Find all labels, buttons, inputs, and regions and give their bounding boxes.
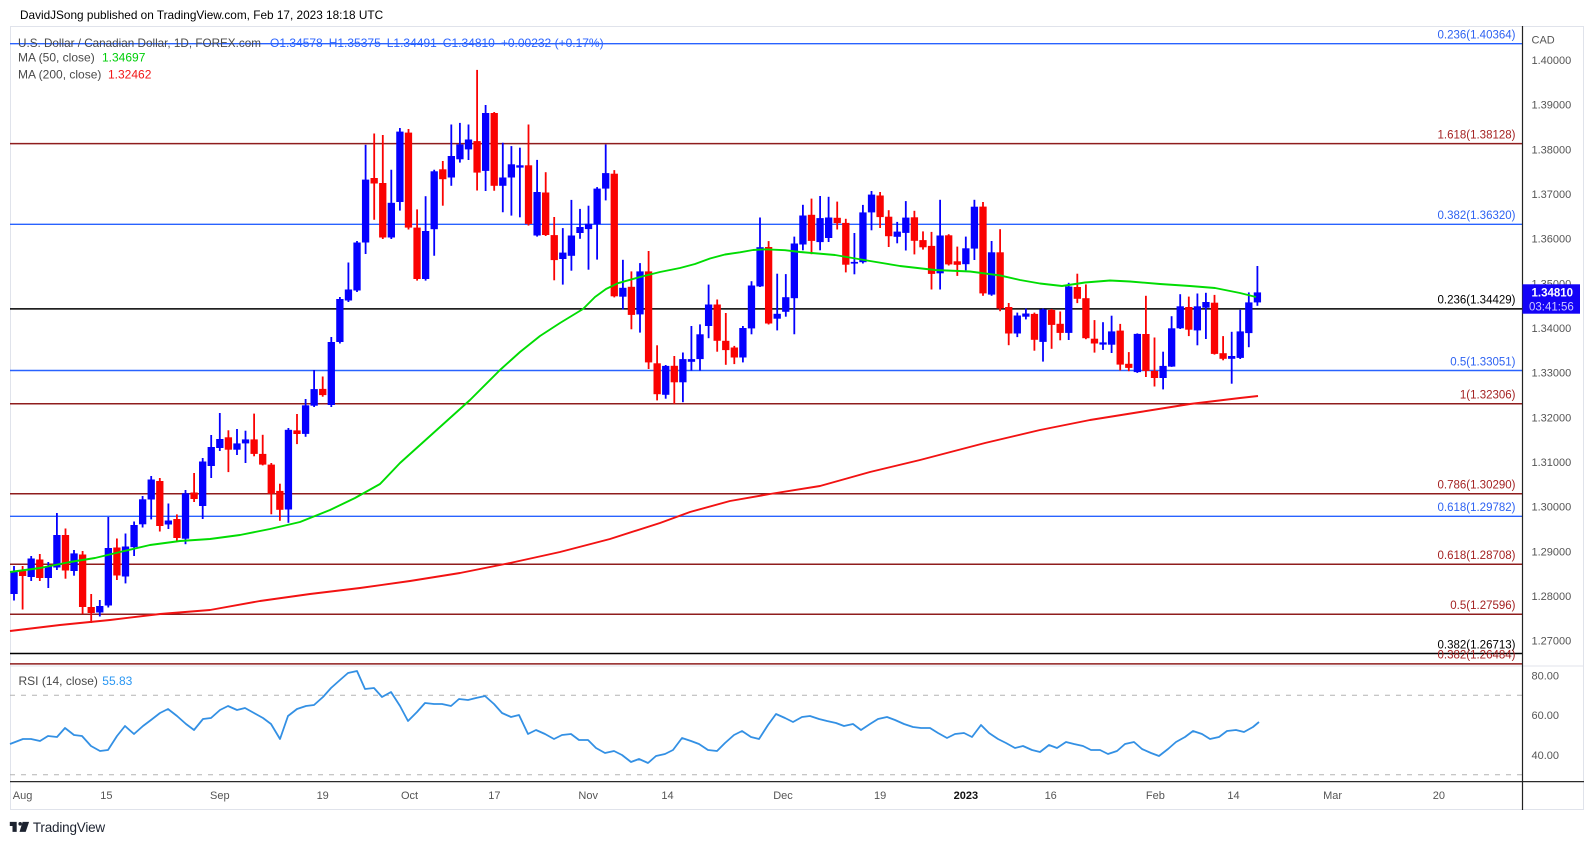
svg-text:19: 19 (317, 790, 329, 802)
svg-text:40.00: 40.00 (1532, 750, 1560, 762)
svg-text:1.38000: 1.38000 (1532, 144, 1572, 156)
svg-text:0.618(1.29782): 0.618(1.29782) (1437, 502, 1515, 514)
svg-text:Aug: Aug (13, 790, 33, 802)
svg-text:20: 20 (1433, 790, 1445, 802)
svg-text:Dec: Dec (773, 790, 793, 802)
svg-text:03:41:56: 03:41:56 (1529, 301, 1574, 313)
svg-text:2023: 2023 (954, 790, 978, 802)
svg-text:1.34810: 1.34810 (1532, 288, 1574, 300)
svg-text:TradingView: TradingView (33, 820, 106, 835)
svg-text:0.618(1.28708): 0.618(1.28708) (1437, 550, 1515, 562)
svg-text:RSI (14, close): RSI (14, close) (19, 674, 98, 688)
svg-text:1.40000: 1.40000 (1532, 55, 1572, 67)
svg-text:19: 19 (874, 790, 886, 802)
svg-text:1(1.32306): 1(1.32306) (1460, 390, 1516, 402)
svg-text:1.36000: 1.36000 (1532, 234, 1572, 246)
svg-text:1.32000: 1.32000 (1532, 412, 1572, 424)
svg-text:0.382(1.26484): 0.382(1.26484) (1437, 650, 1515, 662)
svg-text:CAD: CAD (1532, 34, 1555, 46)
svg-text:Mar: Mar (1323, 790, 1342, 802)
svg-text:0.786(1.30290): 0.786(1.30290) (1437, 480, 1515, 492)
svg-text:0.5(1.33051): 0.5(1.33051) (1450, 356, 1515, 368)
svg-text:Nov: Nov (578, 790, 598, 802)
svg-text:55.83: 55.83 (102, 674, 132, 688)
svg-text:17: 17 (488, 790, 500, 802)
svg-text:1.29000: 1.29000 (1532, 546, 1572, 558)
svg-text:MA (50, close): MA (50, close) (18, 51, 95, 65)
svg-text:1.37000: 1.37000 (1532, 189, 1572, 201)
svg-text:Feb: Feb (1146, 790, 1165, 802)
svg-text:Sep: Sep (210, 790, 230, 802)
svg-text:1.34697: 1.34697 (102, 51, 146, 65)
svg-text:1.39000: 1.39000 (1532, 100, 1572, 112)
svg-text:0.236(1.40364): 0.236(1.40364) (1437, 30, 1515, 42)
svg-text:MA (200, close): MA (200, close) (18, 68, 101, 82)
svg-text:14: 14 (661, 790, 673, 802)
svg-text:1.618(1.38128): 1.618(1.38128) (1437, 129, 1515, 141)
svg-text:1.31000: 1.31000 (1532, 457, 1572, 469)
svg-text:1.34000: 1.34000 (1532, 323, 1572, 335)
svg-text:1.33000: 1.33000 (1532, 368, 1572, 380)
svg-text:0.382(1.36320): 0.382(1.36320) (1437, 210, 1515, 222)
svg-text:1.28000: 1.28000 (1532, 591, 1572, 603)
svg-text:U.S. Dollar / Canadian Dollar,: U.S. Dollar / Canadian Dollar, 1D, FOREX… (18, 37, 261, 50)
svg-text:60.00: 60.00 (1532, 710, 1560, 722)
svg-text:O1.34578 H1.35375 L1.34491 C1.: O1.34578 H1.35375 L1.34491 C1.34810 +0.0… (270, 36, 604, 50)
svg-text:1.30000: 1.30000 (1532, 502, 1572, 514)
svg-text:16: 16 (1045, 790, 1057, 802)
svg-text:80.00: 80.00 (1532, 670, 1560, 682)
svg-text:0.382(1.26713): 0.382(1.26713) (1437, 639, 1515, 651)
svg-text:DavidJSong published on Tradin: DavidJSong published on TradingView.com,… (20, 8, 384, 22)
svg-text:0.236(1.34429): 0.236(1.34429) (1437, 295, 1515, 307)
svg-text:14: 14 (1227, 790, 1239, 802)
svg-text:1.32462: 1.32462 (108, 68, 152, 82)
svg-text:0.5(1.27596): 0.5(1.27596) (1450, 600, 1515, 612)
svg-text:1.27000: 1.27000 (1532, 636, 1572, 648)
svg-text:15: 15 (100, 790, 112, 802)
svg-text:Oct: Oct (401, 790, 418, 802)
